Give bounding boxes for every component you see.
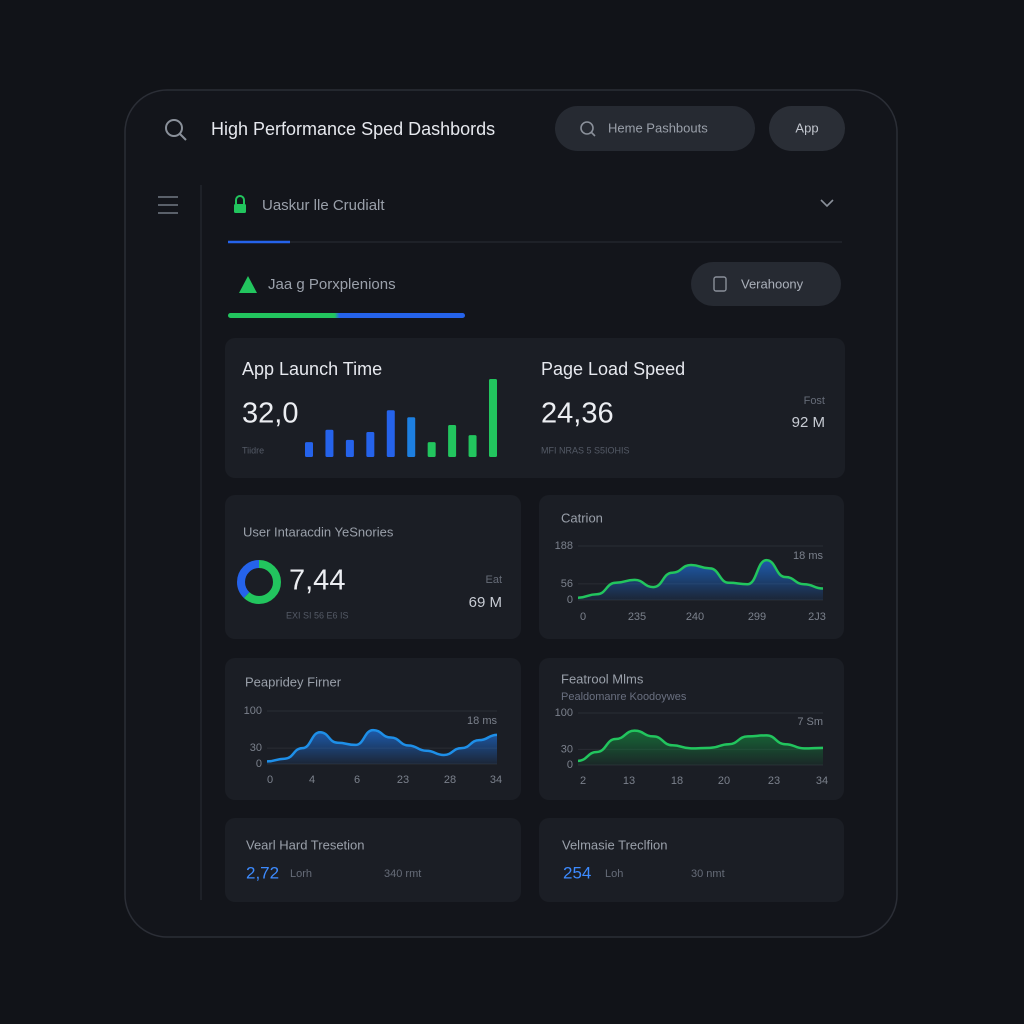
y-tick-label: 30 bbox=[561, 743, 573, 755]
y-tick-label: 30 bbox=[250, 742, 262, 754]
card-value: 2,72 bbox=[246, 863, 279, 882]
area-fill bbox=[578, 560, 823, 600]
card bbox=[225, 495, 521, 639]
search-box[interactable] bbox=[555, 106, 755, 151]
x-tick-label: 240 bbox=[686, 611, 704, 623]
x-tick-label: 299 bbox=[748, 611, 766, 623]
bar bbox=[366, 432, 375, 457]
annotation: 18 ms bbox=[467, 715, 497, 727]
card bbox=[225, 818, 521, 902]
x-tick-label: 0 bbox=[580, 611, 586, 623]
line bbox=[577, 558, 824, 599]
card-stat: 69 M bbox=[469, 594, 502, 611]
x-tick-label: 20 bbox=[718, 775, 730, 787]
bar bbox=[345, 439, 354, 457]
search-placeholder: Heme Pashbouts bbox=[608, 120, 708, 135]
bar bbox=[325, 429, 334, 457]
action-label: Verahoony bbox=[741, 276, 804, 291]
y-tick-label: 56 bbox=[561, 578, 573, 590]
card-caption: MFI NRAS 5 S5IOHIS bbox=[541, 445, 630, 455]
card-title: Peapridey Firner bbox=[245, 674, 342, 689]
x-tick-label: 13 bbox=[623, 775, 635, 787]
x-tick-label: 34 bbox=[490, 774, 502, 786]
y-tick-label: 100 bbox=[244, 705, 262, 717]
donut-segment bbox=[237, 560, 281, 604]
card-value: 24,36 bbox=[541, 398, 614, 430]
card-caption: EXI SI 56 E6 IS bbox=[286, 610, 349, 620]
line bbox=[266, 728, 498, 763]
x-tick-label: 23 bbox=[768, 775, 780, 787]
annotation: 7 Sm bbox=[797, 716, 823, 728]
search-icon[interactable] bbox=[165, 119, 187, 141]
card-stat: 340 rmt bbox=[384, 868, 421, 880]
card-stat: 92 M bbox=[792, 414, 825, 431]
search-box-icon bbox=[580, 121, 596, 137]
card-note: Eat bbox=[485, 574, 502, 586]
action-icon bbox=[713, 276, 727, 292]
section-title: Jaa g Porxplenions bbox=[268, 276, 396, 293]
y-tick-label: 100 bbox=[555, 707, 573, 719]
lock-icon bbox=[234, 195, 246, 213]
card bbox=[539, 818, 844, 902]
progress-bar bbox=[228, 313, 465, 318]
bar bbox=[489, 379, 497, 457]
bar bbox=[448, 425, 457, 457]
y-tick-label: 0 bbox=[256, 758, 262, 770]
card-stat: 30 nmt bbox=[691, 868, 725, 880]
menu-icon[interactable] bbox=[158, 196, 178, 214]
card-value: 32,0 bbox=[242, 398, 298, 430]
card-caption: Tiidre bbox=[242, 445, 264, 455]
bar bbox=[386, 410, 395, 457]
y-tick-label: 0 bbox=[567, 759, 573, 771]
card-title: Vearl Hard Tresetion bbox=[246, 837, 365, 852]
card-title: User Intaracdin YeSnories bbox=[243, 524, 394, 539]
card-value: 254 bbox=[563, 863, 591, 882]
y-tick-label: 188 bbox=[555, 540, 573, 552]
y-tick-label: 0 bbox=[567, 594, 573, 606]
x-tick-label: 34 bbox=[816, 775, 828, 787]
card-title: Featrool Mlms bbox=[561, 671, 644, 686]
card-title: Catrion bbox=[561, 510, 603, 525]
x-tick-label: 23 bbox=[397, 774, 409, 786]
x-tick-label: 2J3 bbox=[808, 611, 826, 623]
x-tick-label: 235 bbox=[628, 611, 646, 623]
card-note: Loh bbox=[605, 868, 623, 880]
line bbox=[577, 729, 824, 763]
x-tick-label: 18 bbox=[671, 775, 683, 787]
card-title: Page Load Speed bbox=[541, 359, 685, 379]
x-tick-label: 28 bbox=[444, 774, 456, 786]
card-note: Fost bbox=[804, 395, 825, 407]
card-value: 7,44 bbox=[289, 565, 345, 597]
card-title: Velmasie Treclfion bbox=[562, 837, 668, 852]
annotation: 18 ms bbox=[793, 550, 823, 562]
x-tick-label: 2 bbox=[580, 775, 586, 787]
tab-label[interactable]: Uaskur lle Crudialt bbox=[262, 197, 385, 214]
bar bbox=[407, 417, 416, 457]
section-icon bbox=[239, 276, 257, 293]
bar bbox=[468, 435, 477, 457]
dropdown-chevron[interactable] bbox=[820, 199, 834, 208]
x-tick-label: 6 bbox=[354, 774, 360, 786]
x-tick-label: 0 bbox=[267, 774, 273, 786]
area-fill bbox=[578, 730, 823, 765]
card-note: Lorh bbox=[290, 868, 312, 880]
action-button[interactable] bbox=[691, 262, 841, 306]
app-button-label: App bbox=[795, 120, 818, 135]
card bbox=[225, 338, 845, 478]
bar bbox=[427, 442, 436, 457]
x-tick-label: 4 bbox=[309, 774, 315, 786]
app-button[interactable] bbox=[769, 106, 845, 151]
card-subtitle: Pealdomanre Koodoywes bbox=[561, 691, 687, 703]
bar bbox=[305, 442, 313, 457]
card-title: App Launch Time bbox=[242, 359, 382, 379]
app-title: High Performance Sped Dashbords bbox=[211, 119, 495, 139]
